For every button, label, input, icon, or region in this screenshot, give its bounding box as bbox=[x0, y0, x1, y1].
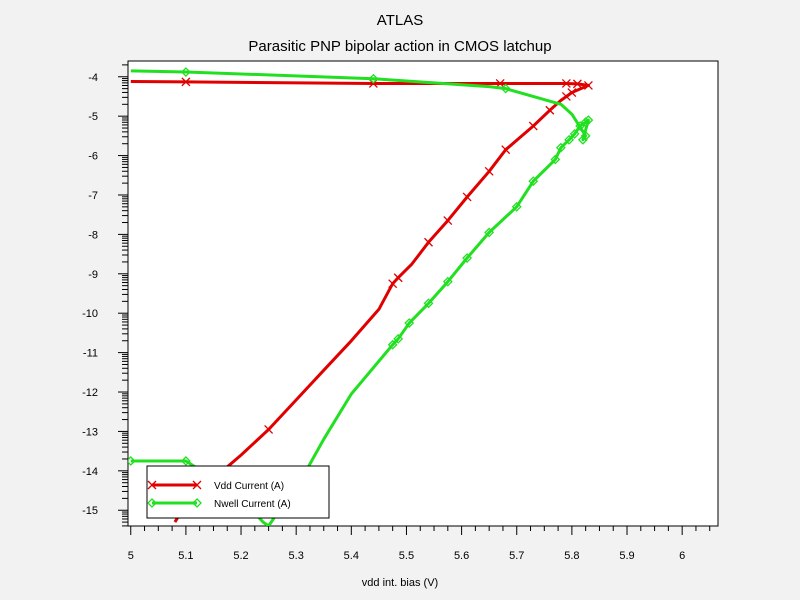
series-0-point bbox=[561, 79, 571, 88]
series-1-point bbox=[580, 130, 591, 141]
y-tick-label: -4 bbox=[88, 72, 98, 84]
series-0-point bbox=[528, 121, 538, 131]
y-tick-label: -8 bbox=[88, 229, 98, 241]
series-0-point bbox=[567, 88, 577, 97]
legend: Vdd Current (A) Nwell Current (A) bbox=[146, 465, 330, 519]
y-tick-label: -13 bbox=[82, 426, 98, 438]
series-1-point bbox=[528, 176, 539, 187]
series-1-point bbox=[180, 456, 191, 466]
series-1-point bbox=[583, 115, 594, 126]
y-tick-label: -14 bbox=[82, 466, 98, 478]
series-0-point bbox=[443, 216, 453, 226]
y-tick-label: -5 bbox=[88, 111, 98, 123]
series-0-point bbox=[393, 273, 403, 283]
x-tick-label: 5.6 bbox=[454, 550, 469, 562]
legend-box bbox=[146, 465, 330, 519]
x-tick-label: 5 bbox=[128, 550, 134, 562]
series-1-point bbox=[511, 201, 522, 212]
series-1-point bbox=[550, 154, 561, 165]
x-tick-label: 5.5 bbox=[399, 550, 414, 562]
legend-label-1: Nwell Current (A) bbox=[214, 499, 291, 510]
plot-area bbox=[127, 60, 719, 527]
chart-title: Parasitic PNP bipolar action in CMOS lat… bbox=[248, 38, 552, 55]
axes-layer: 5 5.1 5.2 5.3 5.4 5.5 5.6 5.7 5.8 5.9 6 -4 -5 -6 -7 -8 -… bbox=[82, 64, 711, 562]
series-1-point bbox=[387, 339, 398, 350]
legend-marker-1 bbox=[192, 498, 202, 508]
series-0-point bbox=[583, 80, 593, 90]
series-1-point bbox=[575, 121, 586, 131]
series-0-point bbox=[572, 79, 582, 89]
legend-label-0: Vdd Current (A) bbox=[214, 481, 284, 492]
series-1-point bbox=[404, 318, 415, 328]
y-tick-label: -15 bbox=[82, 505, 98, 517]
series-0-point bbox=[561, 92, 571, 101]
series-0-point bbox=[181, 77, 191, 87]
series-1-point bbox=[580, 117, 591, 127]
series-0-point bbox=[501, 145, 511, 155]
series-1-point bbox=[569, 128, 580, 139]
app-title: ATLAS bbox=[376, 12, 424, 29]
series-1-point bbox=[180, 67, 191, 77]
y-tick-label: -11 bbox=[83, 348, 98, 360]
x-tick-label: 5.3 bbox=[289, 550, 304, 562]
y-tick-label: -10 bbox=[82, 308, 98, 320]
legend-marker-0 bbox=[192, 480, 202, 490]
series-1-point bbox=[484, 227, 495, 238]
y-tick-label: -9 bbox=[88, 269, 98, 281]
x-tick-label: 5.1 bbox=[178, 550, 193, 562]
series-line-0 bbox=[130, 80, 590, 523]
series-1-point bbox=[500, 83, 511, 94]
y-tick-label: -6 bbox=[88, 151, 98, 163]
y-tick-label: -7 bbox=[88, 190, 98, 202]
series-0-point bbox=[264, 424, 274, 434]
series-0-point bbox=[462, 192, 472, 202]
x-tick-label: 6 bbox=[679, 550, 685, 562]
series-1-point bbox=[577, 134, 588, 145]
series-1-point bbox=[393, 333, 404, 344]
series-1-point bbox=[423, 298, 434, 309]
x-tick-label: 5.7 bbox=[509, 550, 524, 562]
x-tick-label: 5.9 bbox=[619, 550, 634, 562]
series-1-point bbox=[555, 142, 566, 153]
x-tick-label: 5.8 bbox=[564, 550, 579, 562]
x-axis-label: vdd int. bias (V) bbox=[361, 577, 439, 589]
series-0-point bbox=[484, 166, 494, 176]
legend-marker-0 bbox=[147, 480, 157, 490]
series-1-point bbox=[564, 134, 575, 145]
series-1-point bbox=[368, 73, 379, 84]
series-1-point bbox=[128, 456, 136, 466]
series-0-point bbox=[424, 237, 433, 247]
series-0-point bbox=[545, 105, 555, 115]
y-tick-label: -12 bbox=[82, 387, 98, 399]
series-1-point bbox=[442, 276, 453, 287]
x-tick-label: 5.2 bbox=[233, 550, 248, 562]
legend-marker-1 bbox=[147, 498, 157, 508]
series-1-point bbox=[462, 253, 473, 263]
x-tick-label: 5.4 bbox=[344, 550, 359, 562]
